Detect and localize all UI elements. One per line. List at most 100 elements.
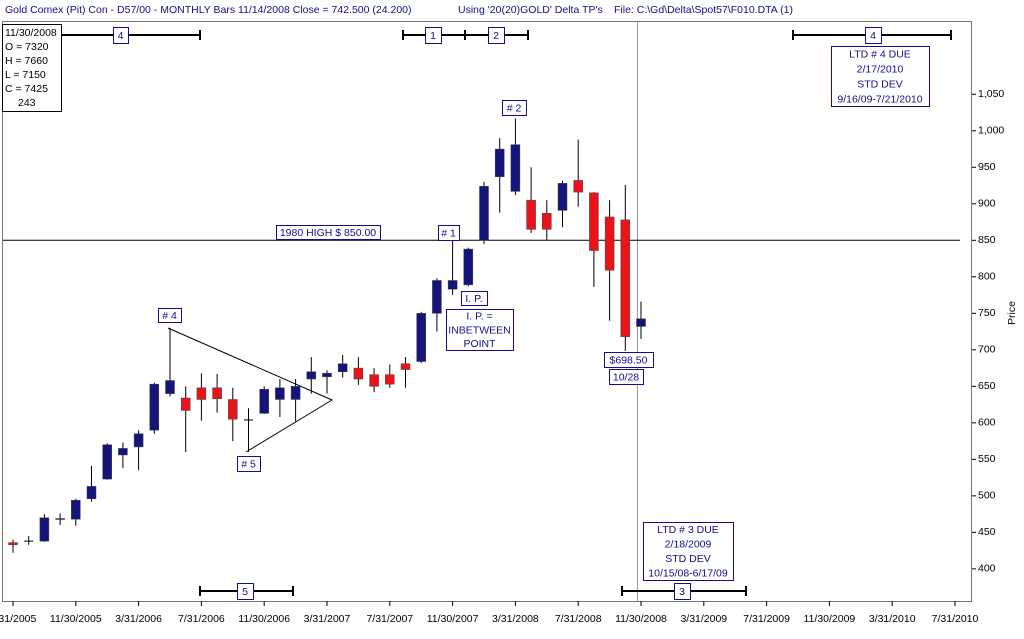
reference-label: 1980 HIGH $ 850.00 [280,227,376,239]
candle-body [353,367,364,380]
ltd-note: 9/16/09-7/21/2010 [837,93,922,105]
annotation: # 5 [241,458,256,470]
annotation-box [158,308,182,323]
candle-body [463,248,474,286]
y-tick-label: 750 [978,307,996,319]
annotation: $698.50 [610,354,648,366]
x-tick-label: 11/30/2009 [804,613,856,625]
candle-body [275,387,285,400]
candle-body [589,192,599,251]
y-tick-label: 800 [978,271,996,283]
x-tick-label: 3/31/2007 [304,613,351,625]
annotation: # 2 [507,102,522,114]
info-line: H = 7660 [5,55,48,67]
info-line: 243 [18,97,36,109]
ltd-note-box [643,522,734,581]
candle-body [604,216,615,271]
ltd-note: STD DEV [665,553,711,565]
candle-body [369,374,379,387]
candle-body [180,397,191,411]
range-label-box [865,27,882,44]
info-line: 11/30/2008 [5,27,57,39]
candle-body [86,486,97,500]
candle-body [573,180,583,193]
range-label-box [674,583,691,600]
candle-body [557,183,568,211]
candle-body [71,499,81,520]
x-tick-label: 7/31/2007 [366,613,413,625]
y-tick-label: 850 [978,234,996,246]
ltd-note: LTD # 4 DUE [849,48,911,60]
candle-body [102,444,112,480]
annotation-box [446,309,514,351]
candle-body [118,448,128,456]
annotation-box [609,369,644,385]
range-label: 3 [679,586,685,598]
y-tick-label: 1,000 [978,125,1004,137]
range-label: 4 [870,30,876,42]
candle-body [385,374,395,385]
ltd-note: 2/17/2010 [857,63,904,75]
x-tick-label: 3/31/2010 [869,613,916,625]
range-label-box [488,27,505,44]
candle-body [133,433,144,448]
ltd-note: STD DEV [857,78,903,90]
x-tick-label: 3/31/2008 [492,613,539,625]
x-tick-label: 11/30/2005 [50,613,102,625]
candle-body [39,517,50,542]
candle-body [620,219,631,337]
annotation-box [461,291,488,306]
annotation: 10/28 [613,371,639,383]
range-label: 4 [118,30,124,42]
x-tick-label: 11/30/2007 [427,613,479,625]
candle-body [432,280,442,314]
subtitle: Using '20(20)GOLD' Delta TP's [458,4,603,16]
candle-body [526,199,536,230]
info-line: C = 7425 [5,83,48,95]
info-line: L = 7150 [5,69,46,81]
candle-body [510,144,521,192]
y-axis-label: Price [1006,301,1018,325]
annotation: I. P. = [466,311,492,323]
candle-body [542,213,552,230]
triangle [167,327,334,453]
ltd-note: 2/18/2009 [665,539,712,551]
candle-body [290,386,301,400]
range-label-box [113,27,129,44]
range-label: 1 [430,30,436,42]
reference-label-box [276,225,381,240]
candle-body [337,363,348,372]
x-tick-label: 3/31/2006 [115,613,162,625]
candle-body [447,280,458,290]
candle-body [196,387,207,400]
annotation-box [438,225,460,241]
y-tick-label: 900 [978,198,996,210]
range-label: 2 [493,30,499,42]
candle-body [165,380,175,394]
candle-body [636,318,646,327]
y-tick-label: 1,050 [978,88,1004,100]
annotation: INBETWEEN [448,324,510,336]
annotation-box [502,100,527,116]
chart-title: Gold Comex (Pit) Con - D57/00 - MONTHLY … [5,4,412,16]
x-tick-label: 7/31/2009 [743,613,790,625]
x-tick-label: 7/31/2010 [932,613,979,625]
candle-body [322,372,332,378]
candle-body [55,518,65,520]
range-label: 5 [242,586,248,598]
annotation: POINT [463,338,496,350]
candle-body [494,148,505,178]
y-tick-label: 400 [978,563,996,575]
ltd-note-box [831,46,930,107]
candle-body [149,383,160,431]
candle-body [479,186,489,241]
x-tick-label: 7/31/2006 [178,613,225,625]
candle-body [416,313,426,362]
y-tick-label: 450 [978,526,996,538]
y-tick-label: 600 [978,417,996,429]
x-tick-label: 3/31/2009 [680,613,727,625]
range-label-box [425,27,442,44]
annotation: # 4 [162,310,177,322]
